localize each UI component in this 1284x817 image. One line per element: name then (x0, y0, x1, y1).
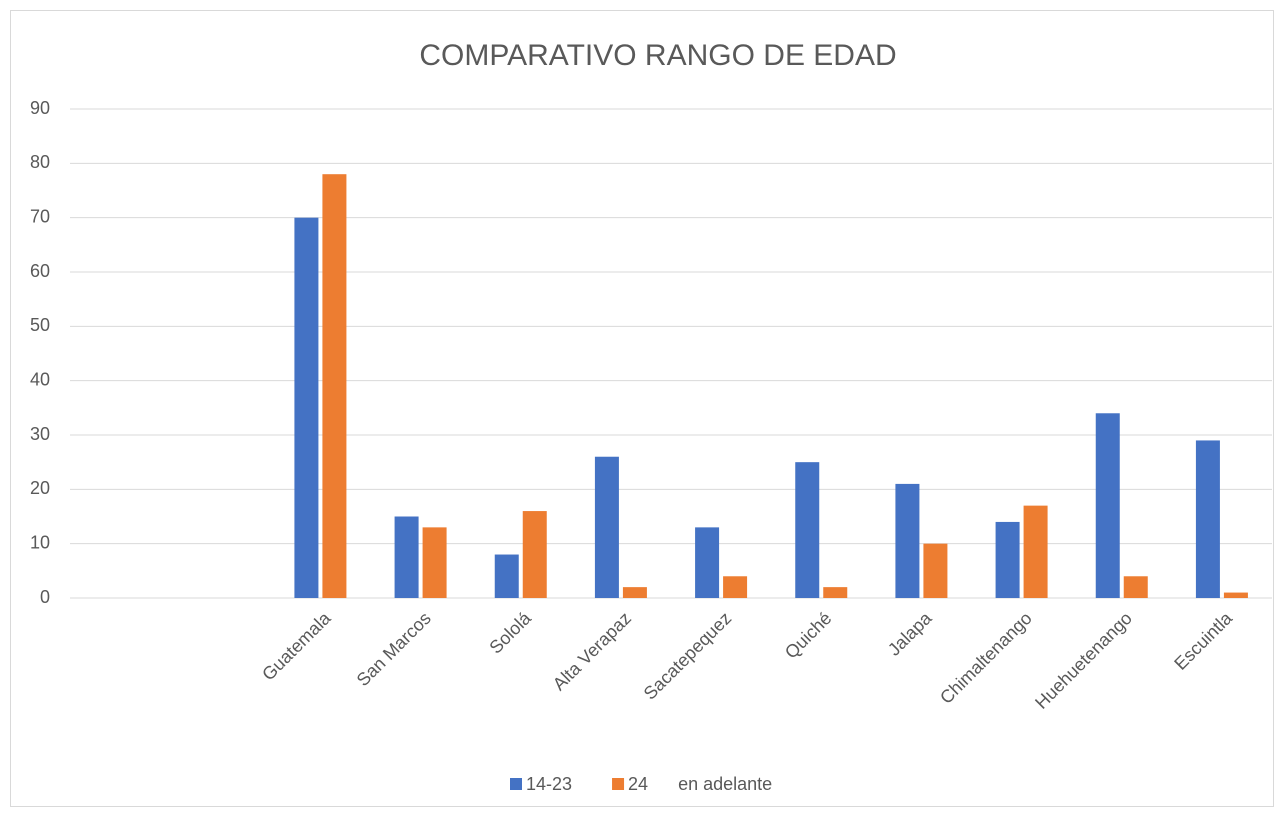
bar (494, 554, 519, 598)
bar (1123, 576, 1148, 598)
y-tick-label: 60 (30, 261, 50, 281)
bar (422, 527, 447, 598)
chart-frame (10, 10, 1274, 807)
bar (795, 462, 820, 598)
y-tick-label: 80 (30, 152, 50, 172)
bar (695, 527, 720, 598)
legend-swatch (510, 778, 522, 790)
bar (294, 217, 319, 598)
y-tick-label: 50 (30, 315, 50, 335)
y-tick-label: 20 (30, 478, 50, 498)
bar (622, 587, 647, 598)
bar (394, 516, 419, 598)
y-tick-label: 90 (30, 98, 50, 118)
y-tick-label: 40 (30, 369, 50, 389)
bar (1095, 413, 1120, 598)
y-tick-label: 0 (40, 587, 50, 607)
bar (895, 483, 920, 598)
chart-title: COMPARATIVO RANGO DE EDAD (419, 39, 896, 72)
bar (995, 521, 1020, 598)
y-tick-label: 10 (30, 532, 50, 552)
y-tick-label: 30 (30, 424, 50, 444)
bar (594, 456, 619, 598)
legend-swatch (612, 778, 625, 790)
bar (1223, 592, 1248, 598)
bar (522, 511, 547, 598)
bar (923, 543, 948, 598)
y-tick-label: 70 (30, 206, 50, 226)
bar (723, 576, 748, 598)
bar (1023, 505, 1048, 598)
bar (823, 587, 848, 598)
legend-label: 24 en adelante (628, 774, 772, 794)
bar (322, 174, 347, 598)
bar (1195, 440, 1220, 598)
legend-label: 14-23 (526, 774, 572, 794)
